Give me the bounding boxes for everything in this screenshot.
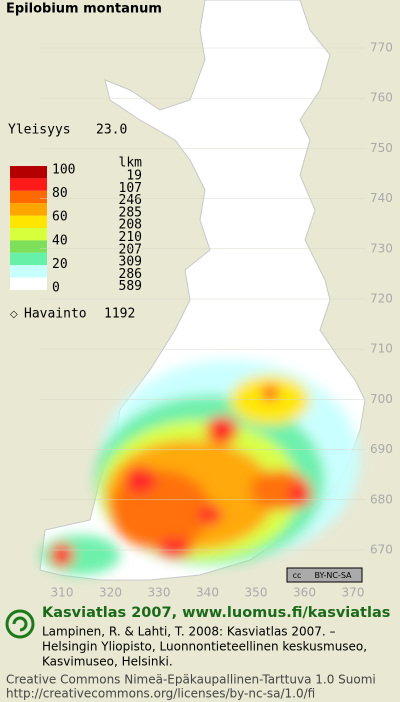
- logo: [5, 609, 35, 639]
- northing-label: 720: [370, 292, 393, 306]
- northing-label: 700: [370, 392, 393, 406]
- legend-count: 246: [119, 193, 142, 208]
- legend-swatch: [10, 252, 47, 266]
- observation-marker: ◇: [10, 309, 18, 320]
- legend-count: 19: [126, 169, 142, 184]
- observations-label: Havainto: [24, 307, 87, 322]
- easting-label: 320: [99, 586, 122, 600]
- northing-label: 740: [370, 191, 393, 205]
- citation-line: Helsingin Yliopisto, Luonnontieteellinen…: [42, 640, 367, 654]
- frequency-label: Yleisyys: [8, 123, 71, 138]
- citation-line: Kasvimuseo, Helsinki.: [42, 655, 173, 669]
- legend-scale-label: 100: [52, 163, 75, 178]
- legend-scale-label: 40: [52, 233, 68, 248]
- legend-swatch: [10, 166, 47, 179]
- legend-swatch: [10, 240, 47, 253]
- legend-swatch: [10, 203, 47, 216]
- northing-label: 690: [370, 442, 393, 456]
- easting-label: 340: [196, 586, 219, 600]
- legend-scale-label: 60: [52, 210, 68, 225]
- easting-label: 360: [293, 586, 316, 600]
- legend-swatch: [10, 190, 47, 204]
- legend-scale-label: 0: [52, 281, 60, 296]
- license-badge: [286, 567, 363, 583]
- legend-scale-label: 80: [52, 186, 68, 201]
- legend-count: 208: [119, 218, 142, 233]
- legend-swatch: [10, 228, 47, 241]
- northing-label: 730: [370, 241, 393, 255]
- legend-swatch: [10, 277, 47, 290]
- legend-swatch: [10, 265, 47, 278]
- legend-count: 207: [119, 242, 142, 257]
- legend-scale-label: 20: [52, 257, 68, 272]
- title: Epilobium montanum: [6, 2, 162, 17]
- legend-count: 589: [119, 279, 142, 294]
- northing-label: 670: [370, 543, 393, 557]
- northing-label: 710: [370, 342, 393, 356]
- northing-label: 680: [370, 492, 393, 506]
- northing-label: 750: [370, 141, 393, 155]
- easting-label: 330: [148, 586, 171, 600]
- frequency-value: 23.0: [96, 123, 127, 138]
- easting-label: 370: [342, 586, 365, 600]
- northing-label: 760: [370, 91, 393, 105]
- legend-count: 285: [119, 205, 142, 220]
- legend-count: 309: [119, 255, 142, 270]
- license-line: Creative Commons Nimeä-Epäkaupallinen-Ta…: [6, 673, 376, 687]
- license-badge-cc: cc: [293, 571, 302, 580]
- easting-label: 350: [245, 586, 268, 600]
- license-badge-text: BY-NC-SA: [314, 571, 352, 580]
- heat-pattern: [40, 360, 360, 575]
- footer-title: Kasviatlas 2007, www.luomus.fi/kasviatla…: [42, 605, 390, 621]
- easting-label: 310: [51, 586, 74, 600]
- legend-count: 286: [119, 267, 142, 282]
- citation-line: Lampinen, R. & Lahti, T. 2008: Kasviatla…: [42, 625, 336, 639]
- legend-swatch: [10, 215, 47, 228]
- northing-label: 770: [370, 41, 393, 55]
- legend-count: 210: [119, 230, 142, 245]
- license-line: http://creativecommons.org/licenses/by-n…: [6, 687, 315, 701]
- legend-count: 107: [119, 181, 142, 196]
- observations-value: 1192: [104, 307, 135, 322]
- legend-swatch: [10, 178, 47, 191]
- count-header: lkm: [119, 156, 143, 171]
